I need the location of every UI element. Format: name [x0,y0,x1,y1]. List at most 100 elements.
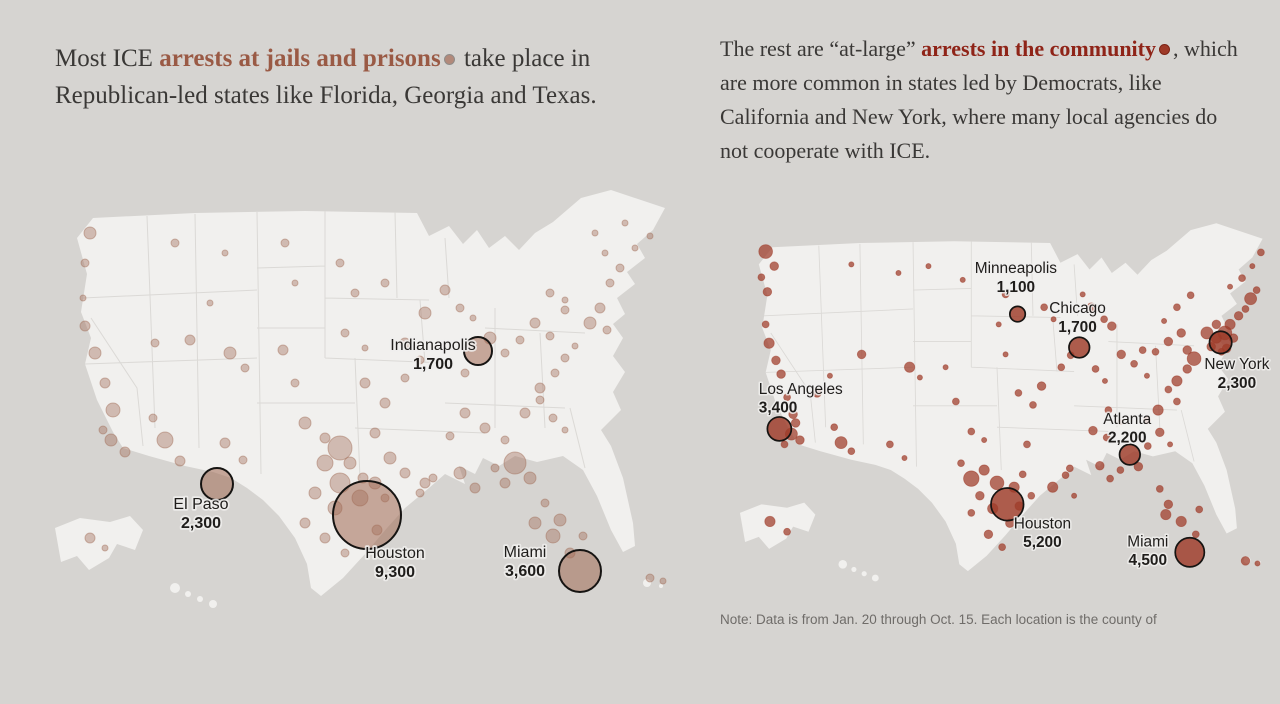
arrest-bubble [479,422,491,434]
arrest-bubble [528,516,542,530]
hawaii-island [871,574,879,582]
arrest-bubble [1186,351,1202,366]
arrest-bubble [238,455,248,465]
alaska-outline [55,516,143,570]
arrest-bubble [1050,316,1057,323]
city-value-miami: 4,500 [1129,552,1168,569]
arrest-bubble [1175,515,1187,528]
community-arrests-accent: arrests in the community [921,36,1156,61]
arrest-bubble [757,273,766,282]
arrest-bubble [1091,365,1100,373]
arrest-bubble [459,407,471,419]
labeled-city-layer: Minneapolis 1,100 Chicago 1,700 Los Angeles 3… [757,258,1271,570]
arrest-bubble [316,454,334,472]
arrest-bubble [1249,263,1256,270]
arrest-bubble [601,249,609,257]
arrest-bubble [98,425,108,435]
city-value-atlanta: 2,200 [1108,430,1147,447]
city-bubble-miami [1174,536,1206,568]
arrest-bubble [594,302,606,314]
arrest-bubble [1191,530,1200,539]
arrest-bubble [1240,556,1251,566]
arrest-bubble [490,463,500,473]
headline-text: take place in Republican-led states like… [55,45,597,109]
city-label-miami: Miami [1127,533,1168,550]
arrest-bubble [170,238,180,248]
arrest-bubble [1065,464,1074,473]
arrest-bubble [80,258,90,268]
arrest-bubble [895,269,902,276]
arrest-bubble [795,435,805,445]
city-value-new-york: 2,300 [1218,375,1257,392]
arrest-bubble [571,342,579,350]
arrest-bubble [460,368,470,378]
arrest-bubble [350,288,360,298]
arrest-bubble [469,482,481,494]
state-borders [82,211,586,479]
community-arrests-headline: The rest are “at-large” arrests in the c… [720,32,1250,168]
city-bubble-atlanta [1118,443,1141,466]
city-value-houston: 5,200 [1023,534,1062,551]
arrest-bubble [150,338,160,348]
arrest-bubble [783,393,791,402]
arrest-bubble [645,573,655,583]
arrest-bubble [548,413,558,423]
arrest-bubble [1182,364,1192,374]
community-arrests-map: Minneapolis 1,100 Chicago 1,700 Los Angeles 3… [714,213,1280,590]
arrest-bubble [1200,326,1214,340]
arrest-bubble [561,426,569,434]
arrest-bubble [1104,406,1113,414]
arrest-bubble [621,219,629,227]
city-value-houston: 9,300 [375,564,415,581]
arrest-bubble [560,305,570,315]
arrest-bubble [445,431,455,441]
arrest-bubble [812,388,822,398]
jail-arrests-headline: Most ICE arrests at jails and prisons ta… [55,40,640,114]
arrest-bubble [1027,491,1036,500]
arrest-bubble [327,435,353,461]
city-bubble-el-paso [200,467,234,501]
arrest-bubble [319,532,331,544]
arrest-bubble [291,279,299,287]
arrest-bubble [88,346,102,360]
arrest-bubble [1023,440,1031,449]
arrest-bubble [1100,315,1108,324]
arrest-bubble [280,238,290,248]
arrest-bubble [1164,385,1173,394]
hawaii-island [197,596,203,602]
arrest-bubble [1173,397,1181,406]
arrest-bubble [1241,305,1250,313]
puerto-rico-island [659,584,663,588]
city-bubble-los-angeles [766,416,793,442]
arrest-bubble [834,436,848,450]
arrest-bubble [277,344,289,356]
arrest-bubble [975,491,985,501]
arrest-bubble [1195,505,1204,514]
arrest-bubble [369,427,381,439]
state-borders [763,241,1195,471]
arrest-bubble [1138,346,1147,354]
arrest-bubble [1047,481,1059,493]
arrest-bubble [383,451,397,465]
arrest-bubble [340,328,350,338]
city-label-indianapolis: Indianapolis [390,337,475,354]
hawaii-island [838,560,848,569]
arrest-bubble [534,382,546,394]
arrest-bubble [1163,499,1174,510]
arrest-bubble [104,433,118,447]
arrest-bubble [519,407,531,419]
city-value-miami: 3,600 [505,563,545,580]
arrest-bubble [769,261,779,271]
arrest-bubble [561,296,569,304]
bubble-layer [79,219,667,585]
arrest-bubble [1107,321,1117,331]
arrest-bubble [148,413,158,423]
arrest-bubble [400,373,410,383]
city-value-el-paso: 2,300 [181,515,221,532]
arrest-bubble [221,249,229,257]
alaska-outline [739,502,816,549]
arrest-bubble [1130,359,1138,368]
arrest-bubble [847,447,856,456]
arrest-bubble [79,320,91,332]
arrest-bubble [1173,303,1181,312]
